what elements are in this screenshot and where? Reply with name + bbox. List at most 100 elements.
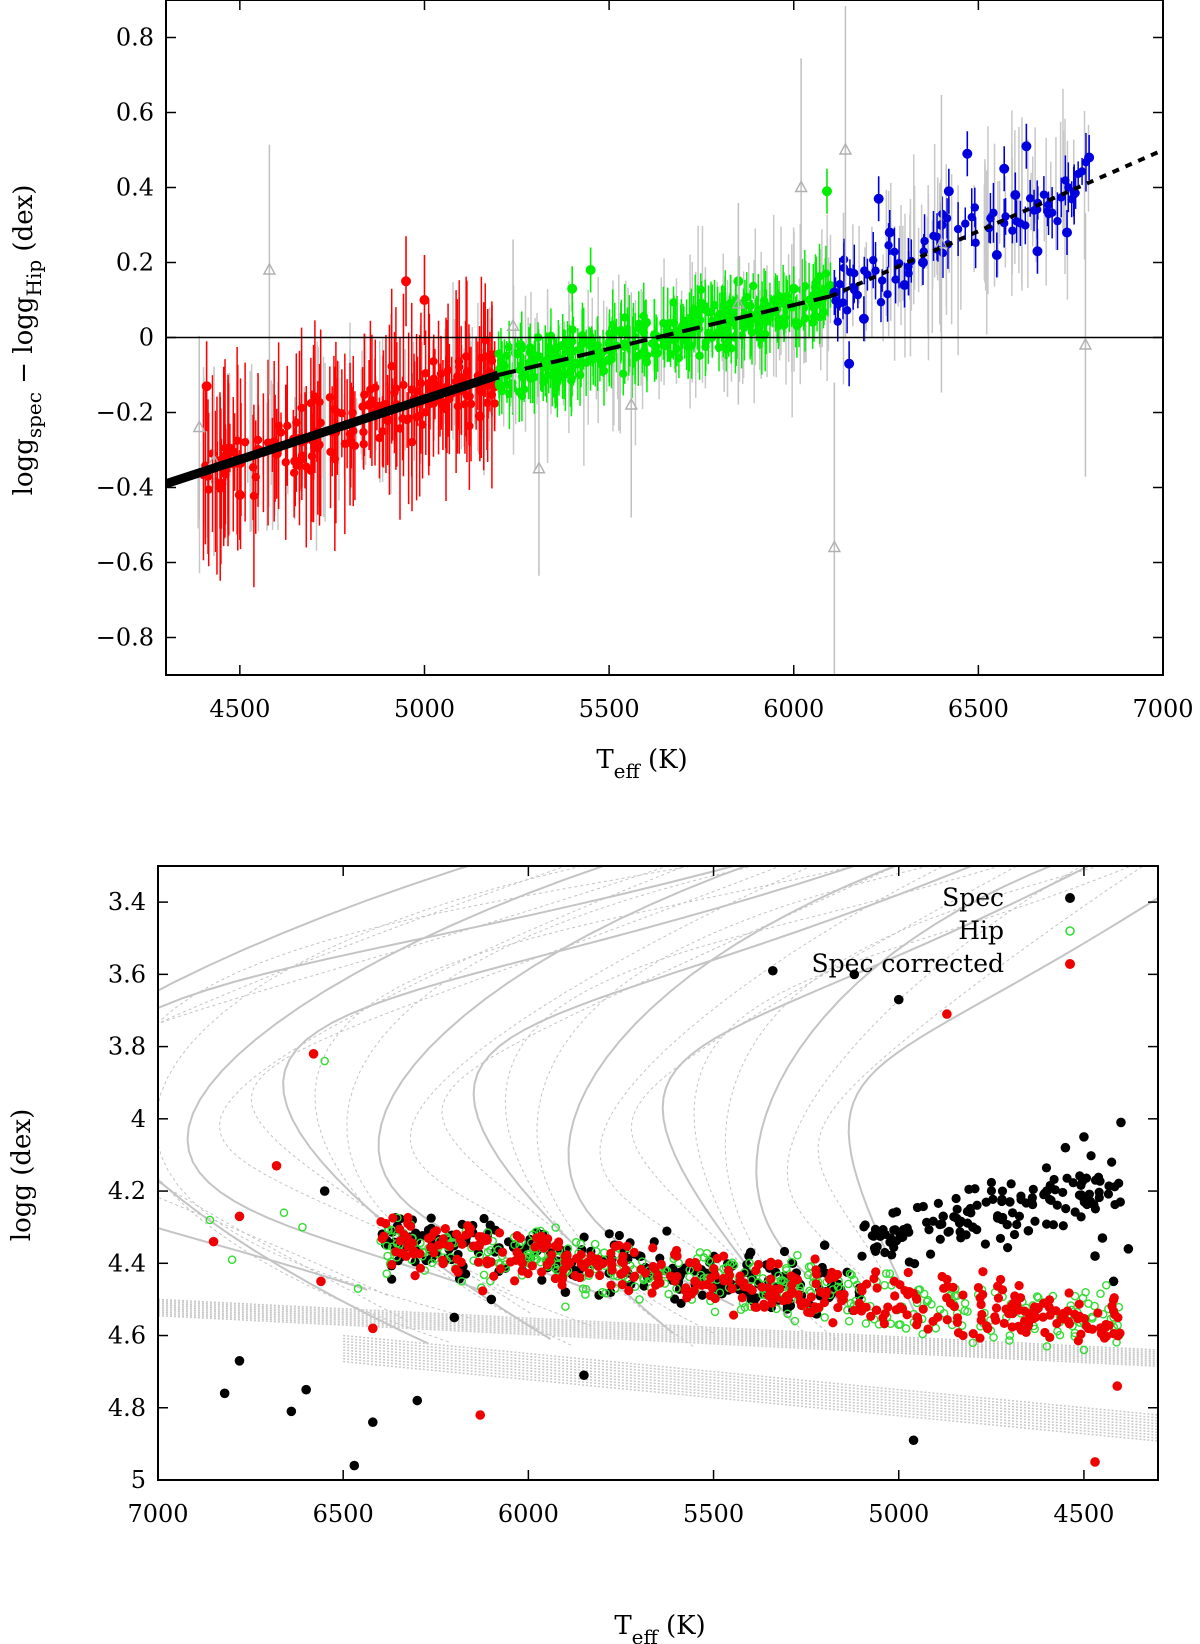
bottom-cloud-point <box>584 1268 595 1278</box>
bottom-cloud-point <box>624 1285 634 1296</box>
bottom-cloud-point <box>1084 1299 1093 1308</box>
bottom-cloud-point <box>779 1246 790 1257</box>
bottom-cloud-point <box>977 1309 987 1320</box>
bottom-cloud-point <box>976 1299 986 1310</box>
bottom-cloud-point <box>1014 1281 1024 1291</box>
bottom-cloud-point <box>952 1204 962 1214</box>
top-cloud-point <box>1012 217 1021 226</box>
bottom-cloud-point <box>1012 1219 1022 1230</box>
top-cloud-point <box>391 384 401 393</box>
legend-marker-hip <box>1065 926 1075 936</box>
bottom-data-point <box>1060 1142 1071 1153</box>
top-cloud-point <box>1043 207 1052 216</box>
top-data-point <box>548 370 559 380</box>
bottom-cloud-point <box>570 1270 580 1281</box>
top-data-point <box>364 400 375 410</box>
bottom-data-point <box>820 1313 829 1322</box>
top-x-tick-label: 4500 <box>209 695 270 723</box>
bottom-cloud-point <box>1074 1190 1085 1200</box>
bottom-data-point <box>279 1208 289 1218</box>
bottom-cloud-point <box>763 1283 773 1293</box>
bottom-cloud-point <box>793 1250 802 1260</box>
bottom-cloud-point <box>1095 1176 1105 1186</box>
bottom-cloud-point <box>986 1177 997 1188</box>
top-cloud-point <box>569 346 578 356</box>
bottom-zams-line <box>158 1298 1158 1351</box>
bottom-cloud-point <box>995 1233 1006 1244</box>
bottom-data-point <box>616 1269 626 1279</box>
bottom-cloud-point <box>942 1281 953 1291</box>
bottom-cloud-point <box>904 1257 914 1267</box>
top-cloud-point <box>669 298 678 307</box>
bottom-cloud-point <box>965 1203 976 1214</box>
bottom-cloud-point <box>1024 1308 1034 1319</box>
bottom-data-point <box>1079 1345 1089 1355</box>
bottom-cloud-point <box>405 1221 416 1231</box>
top-data-point <box>821 186 832 197</box>
top-cloud-point <box>276 428 286 437</box>
bottom-data-point <box>383 1251 392 1261</box>
bottom-cloud-point <box>961 1230 971 1240</box>
bottom-cloud-point <box>690 1257 701 1268</box>
bottom-cloud-point <box>1068 1178 1078 1188</box>
top-cloud-point <box>800 282 810 291</box>
bottom-cloud-point <box>614 1240 624 1250</box>
bottom-cloud-point <box>629 1272 639 1282</box>
bottom-data-point <box>457 1277 467 1286</box>
bottom-cloud-point <box>918 1304 928 1314</box>
bottom-cloud-point <box>590 1239 600 1249</box>
bottom-cloud-point <box>461 1269 471 1279</box>
bottom-cloud-point <box>1007 1322 1017 1332</box>
bottom-cloud-point <box>1027 1199 1038 1210</box>
bottom-axis-ticks: 7000 6500 6000 5500 5000 4500 3.4 3.6 3.8 4 4.2 4.4… <box>108 866 1158 1528</box>
top-plot-area <box>166 6 1163 675</box>
bottom-cloud-point <box>630 1282 640 1291</box>
bottom-data-point <box>475 1410 486 1420</box>
bottom-zams-line <box>343 1346 1158 1428</box>
bottom-cloud-point <box>960 1298 970 1308</box>
bottom-cloud-point <box>558 1265 568 1275</box>
bottom-track <box>346 866 756 1327</box>
top-data-point <box>962 148 973 159</box>
bottom-cloud-point <box>887 1250 897 1260</box>
top-cloud-point <box>650 349 659 358</box>
top-data-point <box>437 400 448 410</box>
top-cloud-point <box>971 238 980 247</box>
bottom-cloud-point <box>980 1239 991 1249</box>
top-cloud-point <box>546 331 556 341</box>
bottom-cloud-point <box>780 1277 789 1287</box>
top-cloud-point <box>466 399 476 409</box>
bottom-cloud-point <box>1108 1295 1119 1305</box>
top-cloud-point <box>942 214 952 223</box>
bottom-cloud-point <box>648 1243 658 1253</box>
bottom-cloud-point <box>1083 1323 1093 1334</box>
bottom-zams-line <box>343 1349 1158 1431</box>
bottom-cloud-point <box>1074 1299 1084 1309</box>
bottom-data-point <box>1090 1457 1100 1467</box>
bottom-data-point <box>635 1295 644 1304</box>
bottom-cloud-point <box>606 1280 616 1290</box>
bottom-cloud-point <box>844 1279 853 1289</box>
bottom-cloud-point <box>918 1329 927 1339</box>
bottom-cloud-point <box>431 1226 442 1236</box>
bottom-cloud-point <box>774 1271 783 1280</box>
bottom-cloud-point <box>553 1241 563 1252</box>
bottom-cloud-point <box>572 1253 582 1264</box>
bottom-isochrone-tracks <box>158 866 1158 1442</box>
bottom-cloud-point <box>933 1312 943 1322</box>
bottom-cloud-point <box>944 1226 954 1236</box>
top-x-tick-label: 5500 <box>579 695 640 723</box>
bottom-cloud-point <box>1045 1310 1055 1320</box>
top-cloud-point <box>970 203 980 212</box>
bottom-cloud-point <box>402 1233 412 1243</box>
bottom-cloud-point <box>1094 1187 1104 1197</box>
top-cloud-point <box>1053 216 1062 226</box>
bottom-x-tick-label: 5500 <box>683 1500 744 1528</box>
top-cloud-point <box>745 321 755 330</box>
bottom-cloud-point <box>578 1284 588 1293</box>
bottom-cloud-point <box>1064 1288 1074 1298</box>
top-triangle-point <box>1078 337 1093 350</box>
top-triangle-point <box>624 397 638 410</box>
bottom-cloud-point <box>545 1256 555 1266</box>
bottom-cloud-point <box>494 1228 505 1238</box>
